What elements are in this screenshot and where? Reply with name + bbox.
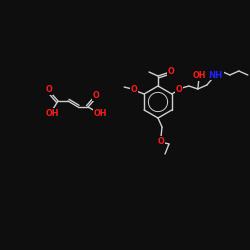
Text: OH: OH — [93, 110, 107, 118]
Text: OH: OH — [45, 108, 59, 118]
Text: O: O — [92, 92, 100, 100]
Text: O: O — [168, 68, 174, 76]
Text: O: O — [46, 86, 52, 94]
Text: NH: NH — [209, 70, 223, 80]
Text: O: O — [131, 86, 138, 94]
Text: O: O — [176, 86, 182, 94]
Text: O: O — [158, 136, 164, 145]
Text: OH: OH — [193, 72, 206, 80]
